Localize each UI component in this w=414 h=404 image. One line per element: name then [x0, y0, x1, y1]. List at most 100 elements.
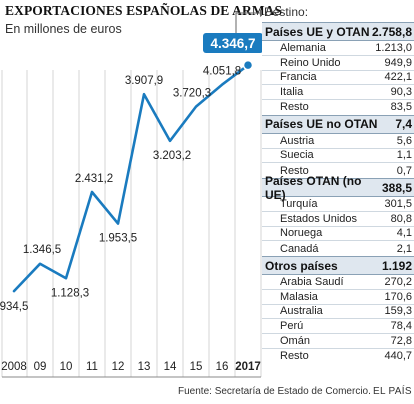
chart-title: EXPORTACIONES ESPAÑOLAS DE ARMAS — [5, 3, 283, 18]
group-total: 388,5 — [381, 180, 412, 195]
series-line — [12, 63, 250, 293]
data-label: 1.953,5 — [99, 233, 137, 245]
country-name: Turquía — [280, 197, 318, 210]
x-tick-label: 14 — [164, 361, 177, 373]
country-name: Italia — [280, 86, 304, 99]
table-row: Italia 90,3 — [262, 85, 414, 100]
country-name: Malasia — [280, 290, 318, 303]
country-name: Resto — [280, 350, 309, 363]
country-name: Canadá — [280, 242, 319, 255]
country-value: 80,8 — [390, 212, 412, 225]
group-header: Otros países 1.192 — [262, 256, 414, 275]
table-row: Perú 78,4 — [262, 319, 414, 334]
destino-label: Destino: — [264, 5, 309, 19]
country-name: Perú — [280, 320, 304, 333]
data-label: 1.128,3 — [51, 287, 89, 299]
x-tick-label: 2017 — [235, 361, 261, 373]
table-row: Suecia 1,1 — [262, 149, 414, 164]
country-value: 949,9 — [384, 56, 412, 69]
data-label: 3.203,2 — [153, 150, 191, 162]
country-value: 159,3 — [384, 305, 412, 318]
data-label: 3.907,9 — [125, 75, 163, 87]
data-label: 934,5 — [0, 301, 28, 313]
group-name: Países OTAN (no UE) — [265, 173, 362, 202]
country-value: 1.213,0 — [375, 41, 412, 54]
country-name: Francia — [280, 71, 317, 84]
line-chart: 2008 09 10 11 12 13 14 15 16 2017 934,5 1.346,5 1.12… — [0, 9, 262, 378]
country-name: Estados Unidos — [280, 212, 358, 225]
data-label: 4.051,8 — [203, 66, 241, 78]
table-row: Turquía 301,5 — [262, 197, 414, 212]
table-row: Reino Unido 949,9 — [262, 56, 414, 71]
country-value: 270,2 — [384, 275, 412, 288]
brand-logo: EL PAÍS — [373, 386, 412, 397]
country-value: 301,5 — [384, 197, 412, 210]
x-tick-label: 13 — [138, 361, 151, 373]
group-header: Países UE y OTAN 2.758,8 — [262, 22, 414, 41]
x-tick-label: 16 — [216, 361, 229, 373]
country-value: 170,6 — [384, 290, 412, 303]
group-rows: Austria 5,6 Suecia 1,1 Resto 0,7 — [262, 134, 414, 178]
x-tick-label: 15 — [190, 361, 203, 373]
table-row: Resto 83,5 — [262, 100, 414, 115]
group-total: 7,4 — [395, 117, 412, 132]
table-row: Austria 5,6 — [262, 134, 414, 149]
x-tick-label: 2008 — [1, 361, 27, 373]
group-total: 2.758,8 — [371, 24, 412, 39]
table-row: Australia 159,3 — [262, 305, 414, 320]
x-tick-label: 09 — [34, 361, 47, 373]
country-value: 72,8 — [390, 334, 412, 347]
data-label: 1.346,5 — [23, 244, 61, 256]
highlight-value-label: 4.346,7 — [210, 36, 255, 51]
country-value: 0,7 — [396, 164, 412, 177]
data-label: 2.431,2 — [75, 173, 113, 185]
country-name: Australia — [280, 305, 323, 318]
country-name: Resto — [280, 164, 309, 177]
country-value: 2,1 — [396, 242, 412, 255]
table-row: Resto 440,7 — [262, 349, 414, 364]
table-row: Omán 72,8 — [262, 334, 414, 349]
country-value: 4,1 — [396, 227, 412, 240]
group-name: Países UE no OTAN — [265, 117, 378, 132]
highlight-point — [242, 59, 254, 71]
group-rows: Arabia Saudí 270,2 Malasia 170,6 Australia 15… — [262, 275, 414, 364]
table-row: Francia 422,1 — [262, 71, 414, 86]
country-value: 422,1 — [384, 71, 412, 84]
group-rows: Alemania 1.213,0 Reino Unido 949,9 Francia 42… — [262, 41, 414, 115]
country-value: 90,3 — [390, 86, 412, 99]
country-name: Reino Unido — [280, 56, 341, 69]
country-name: Arabia Saudí — [280, 275, 344, 288]
country-value: 83,5 — [390, 101, 412, 114]
country-name: Suecia — [280, 149, 314, 162]
table-row: Alemania 1.213,0 — [262, 41, 414, 56]
country-value: 1,1 — [396, 149, 412, 162]
country-value: 5,6 — [396, 134, 412, 147]
source-note: Fuente: Secretaría de Estado de Comercio… — [178, 386, 371, 397]
country-name: Alemania — [280, 41, 326, 54]
x-tick-label: 12 — [112, 361, 125, 373]
chart-subtitle: En millones de euros — [5, 22, 122, 36]
country-name: Omán — [280, 334, 310, 347]
table-row: Malasia 170,6 — [262, 290, 414, 305]
country-name: Austria — [280, 134, 315, 147]
group-name: Países UE y OTAN — [265, 24, 370, 39]
country-name: Resto — [280, 101, 309, 114]
data-label: 3.720,3 — [173, 88, 211, 100]
connector-arrow-icon — [260, 9, 262, 17]
group-header: Países UE no OTAN 7,4 — [262, 114, 414, 134]
group-rows: Turquía 301,5 Estados Unidos 80,8 Noruega 4,1… — [262, 197, 414, 256]
x-tick-label: 11 — [86, 361, 98, 373]
destinations-table: Países UE y OTAN 2.758,8 Alemania 1.213,0 Re… — [262, 22, 414, 364]
table-row: Resto 0,7 — [262, 163, 414, 178]
x-tick-label: 10 — [60, 361, 73, 373]
connector-line — [235, 12, 260, 33]
country-value: 78,4 — [390, 320, 412, 333]
country-value: 440,7 — [384, 350, 412, 363]
table-row: Canadá 2,1 — [262, 241, 414, 256]
group-header: Países OTAN (no UE) 388,5 — [262, 174, 414, 202]
table-row: Arabia Saudí 270,2 — [262, 275, 414, 290]
country-name: Noruega — [280, 227, 323, 240]
group-total: 1.192 — [381, 258, 412, 273]
highlight-label-box — [203, 33, 262, 53]
table-row: Noruega 4,1 — [262, 227, 414, 242]
